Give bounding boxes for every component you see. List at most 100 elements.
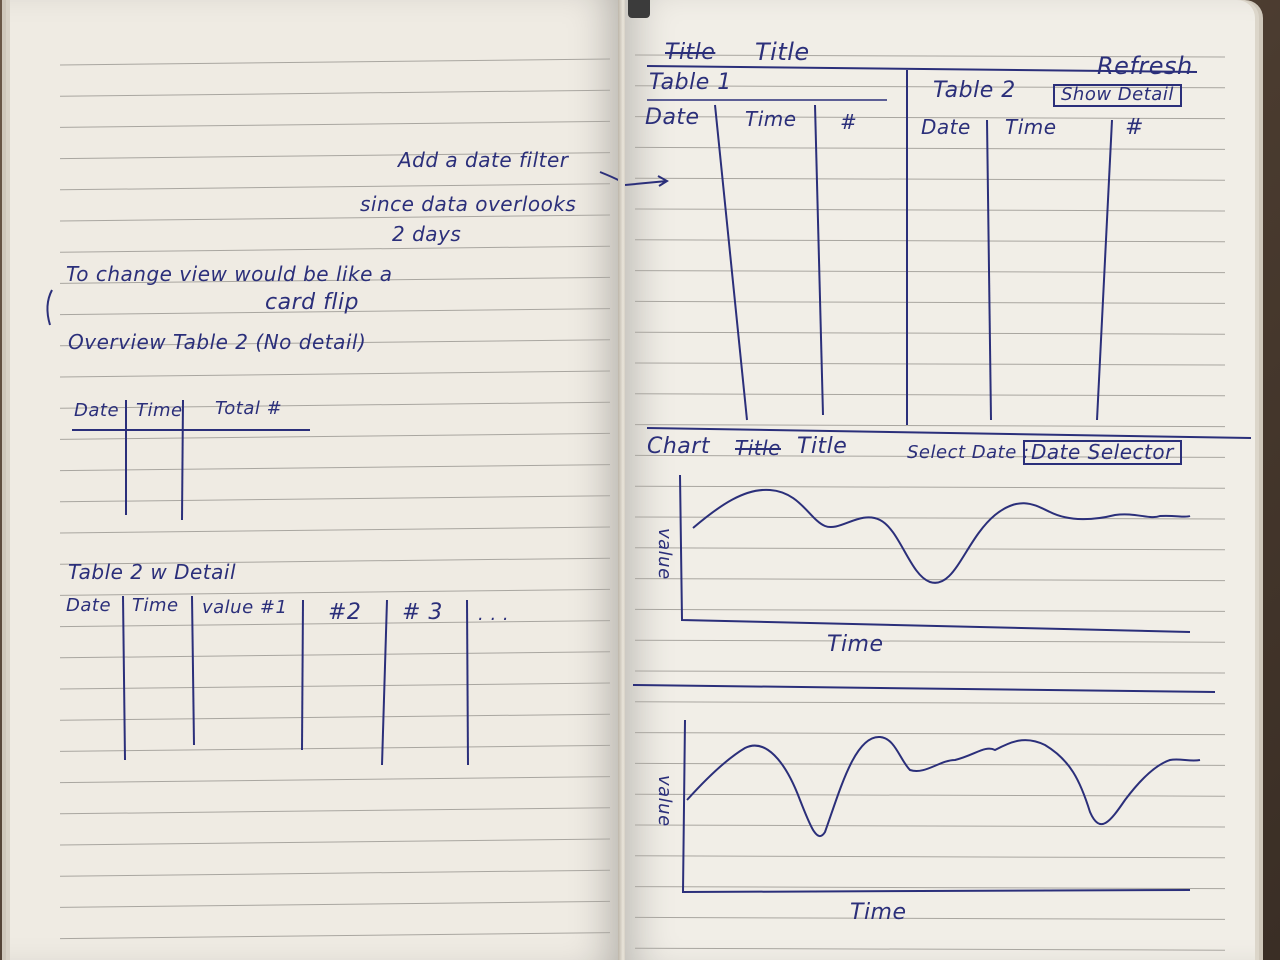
- ruled-line: [59, 464, 611, 472]
- note-arrow-tail: [599, 171, 620, 183]
- detail-col-divider-1: [122, 595, 126, 761]
- detail-col-value1: value #1: [202, 597, 288, 618]
- chart2-xlabel: Time: [850, 900, 907, 925]
- ruled-line: [59, 214, 611, 222]
- detail-col-divider-2: [191, 595, 195, 746]
- right-page-ink-strokes: [625, 65, 1252, 894]
- chart2-ylabel: value: [654, 775, 675, 827]
- chart1-line-series: [692, 488, 1191, 584]
- overview-col-divider-2: [181, 399, 184, 521]
- ruled-line: [634, 516, 1226, 520]
- ruled-line: [634, 670, 1226, 674]
- overview-col-total: Total #: [215, 398, 283, 419]
- ruled-line: [59, 526, 611, 534]
- ruled-line: [634, 424, 1226, 428]
- detail-col-divider-5: [466, 599, 469, 766]
- select-date-label: Select Date :: [907, 442, 1030, 463]
- ruled-line: [59, 89, 611, 97]
- left-notebook-page: Add a date filter since data overlooks 2…: [10, 0, 620, 960]
- ruled-line: [634, 916, 1226, 920]
- ruled-line: [634, 208, 1226, 212]
- chart2-line-series: [686, 735, 1201, 837]
- view-note-line-2: card flip: [265, 290, 360, 315]
- ruled-line: [59, 838, 611, 846]
- table1-col-time: Time: [745, 107, 797, 131]
- ruled-line: [59, 276, 611, 284]
- table1-col-divider-2: [814, 104, 824, 416]
- ruled-line: [634, 331, 1226, 335]
- table2-col-time: Time: [1005, 115, 1057, 139]
- detail-col-divider-4: [381, 599, 388, 766]
- page-title: Title: [755, 38, 810, 66]
- ruled-line: [59, 900, 611, 908]
- chart1-title-struck: Title: [735, 436, 781, 460]
- ruled-line: [634, 485, 1226, 489]
- ruled-line: [634, 762, 1226, 766]
- chart1-title-prefix: Chart: [647, 434, 710, 459]
- header-rule: [646, 65, 1198, 73]
- detail-table-title: Table 2 w Detail: [68, 560, 236, 584]
- note-line-3: 2 days: [392, 222, 462, 246]
- ruled-line: [59, 339, 611, 347]
- ruled-line: [59, 682, 611, 690]
- chart1-title: Title: [797, 434, 848, 459]
- table2-label: Table 2: [933, 78, 1016, 103]
- show-detail-button[interactable]: Show Detail: [1053, 84, 1182, 107]
- view-note-line-1: To change view would be like a: [66, 262, 393, 286]
- pen-clip: [628, 0, 650, 18]
- ruled-line: [634, 701, 1226, 705]
- ruled-line: [59, 308, 611, 316]
- detail-col-time: Time: [132, 595, 179, 616]
- ruled-line: [59, 776, 611, 784]
- ruled-line: [634, 578, 1226, 582]
- chart2-axes: [681, 719, 1191, 894]
- ruled-line: [634, 177, 1226, 181]
- ruled-line: [59, 557, 611, 565]
- ruled-line: [59, 152, 611, 160]
- ruled-line: [634, 947, 1226, 951]
- note-line-2: since data overlooks: [360, 192, 577, 216]
- left-page-ruled-lines: [59, 58, 611, 940]
- ruled-line: [59, 370, 611, 378]
- ruled-line: [634, 732, 1226, 736]
- right-notebook-page: Title Title Refresh Table 1 Date Time # …: [625, 0, 1255, 960]
- ruled-line: [634, 300, 1226, 304]
- ruled-line: [634, 639, 1226, 643]
- overview-table-title: Overview Table 2 (No detail): [68, 330, 367, 354]
- detail-col-divider-3: [301, 599, 304, 751]
- chart1-axes: [679, 474, 1191, 633]
- ruled-line: [59, 183, 611, 191]
- detail-col-2: #2: [328, 600, 362, 625]
- table2-col-date: Date: [921, 115, 971, 139]
- ruled-line: [634, 85, 1226, 89]
- ruled-line: [634, 146, 1226, 150]
- notebook-spine: [618, 0, 628, 960]
- refresh-button[interactable]: Refresh: [1097, 52, 1193, 80]
- bracket-mark: [46, 289, 53, 326]
- ruled-line: [634, 116, 1226, 120]
- ruled-line: [59, 807, 611, 815]
- detail-col-date: Date: [66, 595, 112, 616]
- ruled-line: [634, 608, 1226, 612]
- table2-col-count: #: [1125, 115, 1144, 140]
- ruled-line: [59, 932, 611, 940]
- table2-col-divider-2: [1096, 119, 1113, 421]
- ruled-line: [634, 793, 1226, 797]
- detail-col-more: . . .: [478, 604, 510, 625]
- ruled-line: [59, 869, 611, 877]
- ruled-line: [634, 239, 1226, 243]
- ruled-line: [634, 547, 1226, 551]
- ruled-line: [634, 824, 1226, 828]
- ruled-line: [59, 651, 611, 659]
- table1-label: Table 1: [649, 70, 732, 95]
- table1-col-date: Date: [645, 105, 700, 130]
- ruled-line: [634, 855, 1226, 859]
- table1-col-divider-1: [714, 104, 748, 421]
- ruled-line: [59, 58, 611, 66]
- ruled-line: [59, 588, 611, 596]
- ruled-line: [59, 432, 611, 440]
- ruled-line: [634, 886, 1226, 890]
- date-selector-input[interactable]: Date Selector: [1023, 440, 1182, 465]
- chart1-ylabel: value: [654, 528, 675, 580]
- ruled-line: [59, 620, 611, 628]
